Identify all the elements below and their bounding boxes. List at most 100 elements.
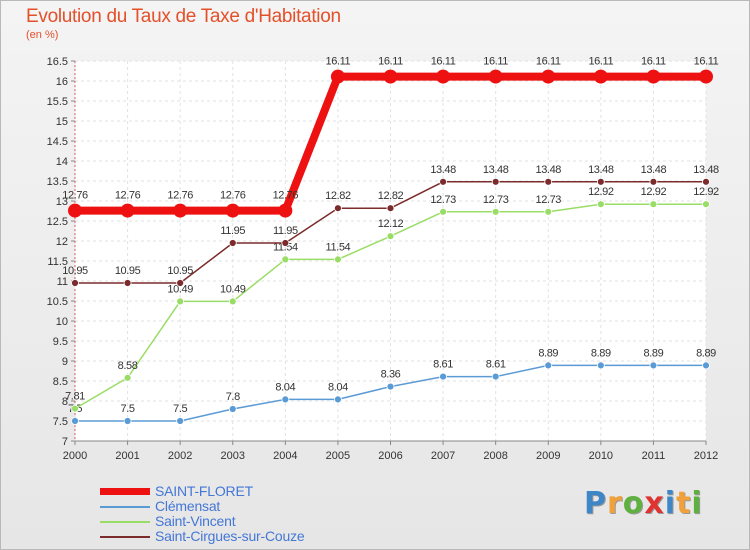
data-label: 16.11 — [588, 56, 613, 68]
x-tick-label: 2004 — [273, 450, 297, 462]
data-label: 13.48 — [430, 164, 456, 176]
y-tick-label: 7.5 — [53, 416, 68, 428]
data-label: 8.04 — [328, 381, 348, 393]
data-label: 8.36 — [381, 369, 401, 381]
data-label: 10.49 — [220, 283, 246, 295]
data-label: 10.95 — [115, 265, 141, 277]
data-label: 8.58 — [118, 360, 138, 372]
data-label: 16.11 — [694, 56, 719, 68]
y-tick-label: 12.5 — [47, 216, 68, 228]
y-tick-label: 8.5 — [53, 376, 68, 388]
data-point — [225, 203, 240, 218]
data-label: 16.11 — [483, 56, 508, 68]
data-label: 12.76 — [115, 190, 141, 202]
data-point — [281, 395, 290, 404]
data-point — [593, 69, 608, 84]
data-point — [649, 177, 658, 186]
data-label: 12.82 — [378, 190, 404, 202]
data-label: 12.82 — [325, 190, 351, 202]
logo-letter: t — [676, 486, 692, 521]
logo-letter: P — [584, 486, 607, 521]
data-label: 13.48 — [483, 164, 509, 176]
x-tick-label: 2008 — [483, 450, 507, 462]
data-label: 12.73 — [483, 194, 509, 206]
data-point — [334, 204, 342, 213]
data-point — [173, 203, 188, 218]
data-point — [702, 200, 710, 209]
data-point — [278, 203, 293, 218]
x-tick-label: 2002 — [168, 450, 192, 462]
data-point — [699, 69, 713, 84]
logo-letter: r — [607, 486, 623, 521]
data-label: 16.11 — [536, 56, 561, 68]
y-tick-label: 15.5 — [47, 96, 68, 108]
y-tick-label: 8 — [62, 396, 68, 408]
data-point — [71, 417, 79, 425]
y-tick-label: 14.5 — [47, 136, 68, 148]
data-point — [281, 255, 290, 264]
data-label: 10.95 — [62, 265, 88, 277]
chart-unit-label: (en %) — [26, 29, 59, 41]
data-label: 11.54 — [273, 241, 298, 253]
y-tick-label: 11.5 — [47, 256, 68, 268]
data-point — [436, 69, 451, 84]
data-label: 12.73 — [535, 194, 561, 206]
data-point — [596, 177, 605, 186]
data-label: 7.5 — [121, 403, 135, 415]
data-label: 12.76 — [220, 190, 246, 202]
legend-label: SAINT-FLORET — [155, 483, 253, 499]
logo-letter: i — [664, 486, 677, 521]
data-label: 13.48 — [641, 164, 667, 176]
data-label: 12.76 — [62, 190, 88, 202]
data-point — [228, 405, 237, 413]
data-label: 12.12 — [378, 218, 404, 230]
data-point — [596, 200, 605, 209]
data-point — [491, 372, 500, 381]
data-point — [176, 279, 185, 287]
data-point — [281, 239, 290, 247]
chart-title: Evolution du Taux de Taxe d'Habitation — [26, 6, 341, 27]
data-label: 16.11 — [378, 56, 403, 68]
data-label: 7.8 — [226, 391, 240, 403]
data-label: 10.95 — [167, 265, 193, 277]
data-label: 8.89 — [696, 347, 716, 359]
data-point — [702, 177, 710, 186]
y-tick-label: 9 — [62, 356, 68, 368]
y-tick-label: 10.5 — [47, 296, 68, 308]
x-tick-label: 2003 — [221, 450, 245, 462]
x-tick-label: 2009 — [536, 450, 560, 462]
data-label: 8.61 — [433, 359, 453, 371]
proxiti-logo: Proxiti — [584, 486, 703, 521]
data-point — [334, 255, 342, 264]
legend-swatch — [100, 506, 150, 508]
y-tick-label: 13.5 — [47, 176, 68, 188]
data-label: 8.61 — [486, 359, 506, 371]
data-label: 8.04 — [275, 381, 295, 393]
data-label: 8.89 — [591, 347, 611, 359]
data-label: 10.49 — [167, 283, 193, 295]
data-point — [541, 69, 556, 84]
data-label: 12.76 — [167, 190, 193, 202]
data-point — [596, 361, 605, 370]
data-label: 16.11 — [326, 56, 351, 68]
x-tick-label: 2005 — [326, 450, 350, 462]
y-tick-label: 15 — [56, 116, 68, 128]
data-label: 13.48 — [535, 164, 561, 176]
logo-letter: o — [622, 486, 645, 521]
y-tick-label: 13 — [56, 196, 68, 208]
data-label: 12.73 — [430, 194, 456, 206]
data-point — [123, 417, 132, 425]
data-point — [386, 204, 395, 213]
y-tick-label: 10 — [56, 316, 68, 328]
data-point — [702, 361, 710, 370]
data-label: 12.92 — [641, 186, 667, 198]
data-point — [383, 69, 398, 84]
logo-letter: x — [644, 486, 665, 521]
data-point — [330, 69, 345, 84]
legend-label: Saint-Cirgues-sur-Couze — [155, 528, 305, 544]
y-tick-label: 16 — [56, 76, 68, 88]
legend-swatch — [100, 521, 150, 523]
y-tick-label: 12 — [56, 236, 68, 248]
data-point — [71, 404, 79, 413]
data-point — [120, 203, 135, 218]
